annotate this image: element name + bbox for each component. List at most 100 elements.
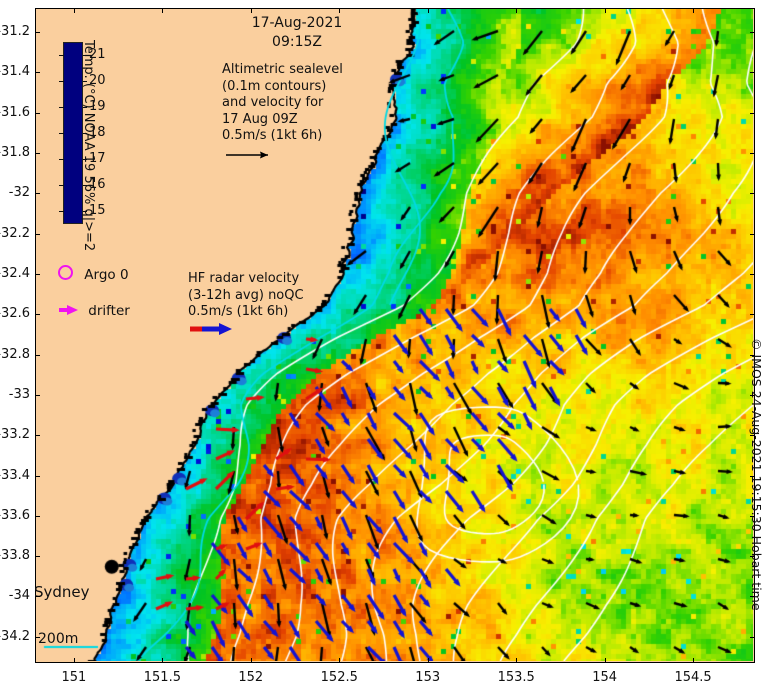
x-axis-tick-label: 151.5 bbox=[143, 670, 181, 685]
y-axis-tick bbox=[750, 314, 755, 316]
altimetry-line: Altimetric sealevel bbox=[222, 62, 343, 77]
colorbar-gradient bbox=[63, 42, 83, 224]
y-axis-tick bbox=[750, 112, 755, 114]
y-axis-tick bbox=[750, 475, 755, 477]
x-axis-tick-label: 152 bbox=[238, 670, 264, 685]
x-axis-tick-label: 154.5 bbox=[674, 670, 712, 685]
y-axis-tick-label: -33.8 bbox=[0, 548, 30, 564]
y-axis-tick-label: -34 bbox=[8, 588, 30, 604]
colorbar-tick bbox=[59, 211, 64, 212]
y-axis-tick bbox=[750, 32, 755, 34]
legend-drifter: drifter bbox=[58, 303, 130, 319]
x-axis-tick bbox=[250, 658, 252, 663]
y-axis-tick bbox=[750, 515, 755, 517]
altimetry-line: 0.5m/s (1kt 6h) bbox=[222, 128, 323, 143]
y-axis-tick-label: -32 bbox=[8, 185, 30, 201]
colorbar-tick bbox=[59, 107, 64, 108]
colorbar-tick bbox=[83, 107, 87, 108]
colorbar-tick bbox=[83, 133, 87, 134]
colorbar-tick bbox=[59, 55, 64, 56]
x-axis-tick-label: 153.5 bbox=[497, 670, 535, 685]
y-axis-tick-label: -32.2 bbox=[0, 225, 30, 241]
date-time-stamp: 17-Aug-2021 09:15Z bbox=[222, 14, 372, 52]
y-axis-tick bbox=[750, 435, 755, 437]
colorbar-tick-label: 15 bbox=[89, 203, 106, 218]
x-axis-tick bbox=[693, 8, 695, 13]
y-axis-tick-label: -31.8 bbox=[0, 145, 30, 161]
y-axis-tick bbox=[35, 233, 40, 235]
y-axis-tick bbox=[750, 233, 755, 235]
y-axis-tick bbox=[35, 435, 40, 437]
y-axis-tick bbox=[35, 193, 40, 195]
x-axis-tick bbox=[516, 8, 518, 13]
y-axis-tick-label: -32.6 bbox=[0, 306, 30, 322]
y-axis-tick bbox=[35, 556, 40, 558]
colorbar: 15 16 17 18 19 20 21 bbox=[59, 42, 106, 224]
hf-radar-annotation: HF radar velocity (3-12h avg) noQC 0.5m/… bbox=[188, 271, 304, 342]
x-axis-tick bbox=[162, 658, 164, 663]
y-axis-tick bbox=[750, 274, 755, 276]
argo-circle-icon bbox=[58, 265, 73, 280]
y-axis-tick bbox=[750, 556, 755, 558]
y-axis-tick-label: -31.4 bbox=[0, 64, 30, 80]
colorbar-tick-label: 19 bbox=[89, 99, 106, 114]
hf-radar-line: 0.5m/s (1kt 6h) bbox=[188, 304, 289, 319]
y-axis-tick-label: -33.4 bbox=[0, 467, 30, 483]
x-axis-tick-label: 151 bbox=[61, 670, 87, 685]
y-axis-tick bbox=[35, 72, 40, 74]
y-axis-tick-label: -33 bbox=[8, 386, 30, 402]
colorbar-tick bbox=[59, 133, 64, 134]
y-axis-tick-label: -31.6 bbox=[0, 104, 30, 120]
y-axis-tick bbox=[750, 72, 755, 74]
legend-argo: Argo 0 bbox=[58, 265, 129, 283]
y-axis-tick bbox=[35, 596, 40, 598]
y-axis-tick bbox=[35, 274, 40, 276]
colorbar-tick bbox=[59, 159, 64, 160]
sst-map-canvas bbox=[36, 9, 753, 661]
colorbar-tick-label: 18 bbox=[89, 125, 106, 140]
y-axis-tick bbox=[35, 636, 40, 638]
colorbar-tick bbox=[83, 211, 87, 212]
x-axis-tick bbox=[339, 658, 341, 663]
colorbar-tick-label: 20 bbox=[89, 73, 106, 88]
colorbar-tick bbox=[59, 185, 64, 186]
y-axis-tick-label: -31.2 bbox=[0, 24, 30, 40]
city-label-sydney: Sydney bbox=[34, 583, 90, 601]
y-axis-tick bbox=[750, 354, 755, 356]
x-axis-tick bbox=[427, 658, 429, 663]
colorbar-tick bbox=[59, 81, 64, 82]
y-axis-tick bbox=[35, 515, 40, 517]
hf-radar-line: (3-12h avg) noQC bbox=[188, 287, 304, 303]
altimetry-scale-arrow-icon bbox=[226, 151, 268, 158]
drifter-arrow-icon bbox=[59, 305, 78, 315]
y-axis-tick bbox=[35, 153, 40, 155]
colorbar-tick bbox=[83, 185, 87, 186]
x-axis-tick bbox=[339, 8, 341, 13]
y-axis-tick bbox=[35, 475, 40, 477]
stamp-time: 09:15Z bbox=[272, 34, 322, 50]
y-axis-tick bbox=[750, 596, 755, 598]
map-plot-area[interactable] bbox=[35, 8, 755, 663]
colorbar-tick bbox=[83, 55, 87, 56]
x-axis-tick bbox=[73, 8, 75, 13]
x-axis-tick-label: 153 bbox=[415, 670, 441, 685]
legend-argo-label: Argo 0 bbox=[84, 267, 129, 283]
x-axis-tick bbox=[73, 658, 75, 663]
colorbar-tick-label: 17 bbox=[89, 151, 106, 166]
x-axis-tick bbox=[604, 8, 606, 13]
x-axis-tick-label: 154 bbox=[592, 670, 618, 685]
colorbar-tick bbox=[83, 81, 87, 82]
hf-radar-line: HF radar velocity bbox=[188, 271, 300, 286]
y-axis-tick bbox=[750, 193, 755, 195]
legend-drifter-label: drifter bbox=[88, 303, 130, 319]
copyright-credit: © IMOS 24-Aug-2021 19:15:30 Hobart time bbox=[749, 338, 764, 611]
y-axis-tick-label: -33.6 bbox=[0, 507, 30, 523]
y-axis-tick bbox=[35, 314, 40, 316]
y-axis-tick bbox=[750, 636, 755, 638]
y-axis-tick bbox=[35, 354, 40, 356]
y-axis-tick bbox=[35, 32, 40, 34]
stamp-date: 17-Aug-2021 bbox=[251, 15, 343, 31]
altimetry-line: (0.1m contours) bbox=[222, 78, 327, 94]
x-axis-tick bbox=[516, 658, 518, 663]
